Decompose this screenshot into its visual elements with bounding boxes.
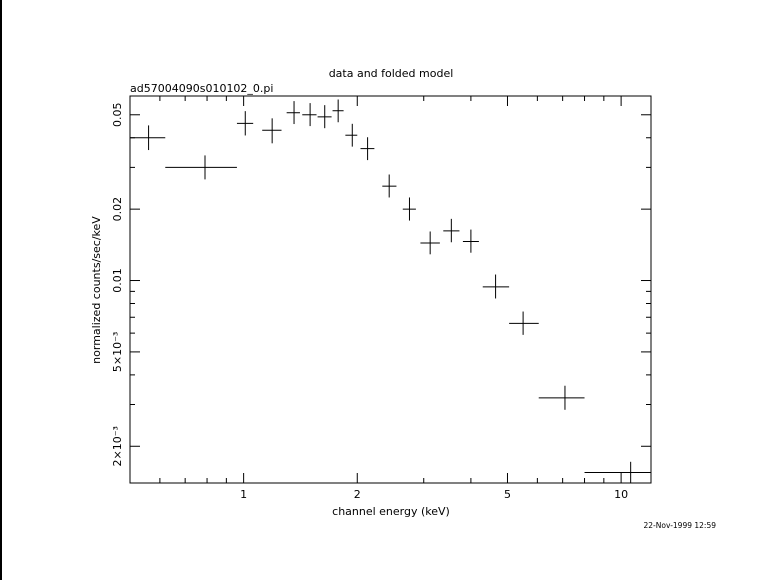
data-point bbox=[302, 103, 317, 127]
data-point bbox=[382, 174, 397, 198]
data-point bbox=[262, 118, 282, 144]
data-point bbox=[482, 274, 510, 299]
y-tick-label: 2×10⁻³ bbox=[111, 426, 124, 466]
data-point bbox=[332, 99, 344, 123]
data-point bbox=[317, 105, 332, 129]
y-tick-labels: 0.05 0.02 0.01 5×10⁻³ 2×10⁻³ bbox=[111, 103, 124, 467]
data-point bbox=[286, 101, 300, 125]
data-point bbox=[402, 197, 416, 221]
data-points bbox=[130, 99, 651, 483]
data-point bbox=[165, 155, 237, 180]
y-tick-label: 0.02 bbox=[111, 197, 124, 222]
chart-subtitle: ad57004090s010102_0.pi bbox=[130, 82, 273, 95]
data-point bbox=[584, 461, 651, 483]
x-tick-label: 5 bbox=[504, 488, 511, 501]
y-tick-label: 0.05 bbox=[111, 103, 124, 128]
data-point bbox=[443, 218, 460, 243]
timestamp-label: 22-Nov-1999 12:59 bbox=[644, 521, 717, 530]
x-tick-labels: 1 2 5 10 bbox=[240, 488, 628, 501]
y-tick-label: 0.01 bbox=[111, 268, 124, 293]
y-tick-label: 5×10⁻³ bbox=[111, 332, 124, 372]
x-tick-label: 2 bbox=[354, 488, 361, 501]
data-point bbox=[360, 137, 375, 161]
data-point bbox=[538, 385, 585, 410]
axis-ticks bbox=[129, 95, 651, 483]
left-border bbox=[0, 0, 2, 580]
data-point bbox=[236, 111, 254, 136]
data-point bbox=[462, 229, 479, 253]
plot-frame bbox=[129, 95, 652, 484]
data-point bbox=[130, 125, 166, 151]
chart-title: data and folded model bbox=[329, 67, 454, 80]
x-axis-label: channel energy (keV) bbox=[332, 505, 450, 518]
x-tick-label: 1 bbox=[240, 488, 247, 501]
x-tick-label: 10 bbox=[614, 488, 628, 501]
data-point bbox=[509, 311, 539, 335]
y-axis-label: normalized counts/sec/keV bbox=[90, 216, 103, 364]
data-point bbox=[345, 123, 358, 147]
data-point bbox=[420, 231, 440, 255]
